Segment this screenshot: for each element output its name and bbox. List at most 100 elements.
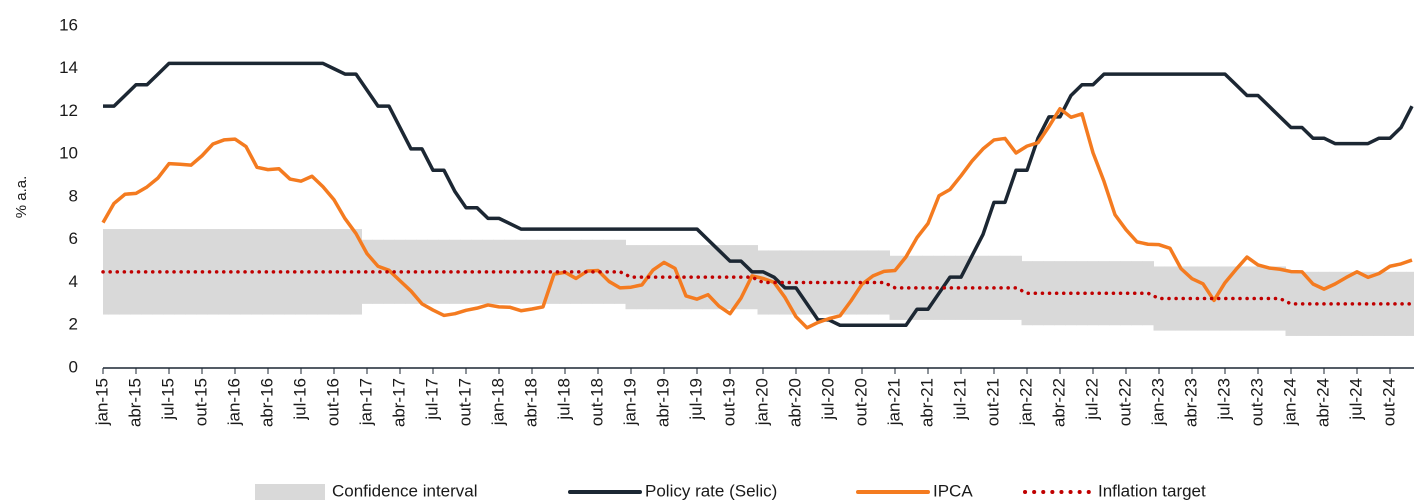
confidence-band [328,229,340,315]
confidence-band [207,229,219,315]
confidence-band [185,229,197,315]
x-tick-label: jan-23 [1148,378,1167,426]
x-tick-label: jan-21 [884,378,903,426]
x-tick-label: jul-15 [158,378,177,421]
series-line [103,61,1414,327]
confidence-band [1329,271,1341,336]
x-tick-label: abr-23 [1181,378,1200,427]
confidence-band [1186,266,1198,331]
confidence-band [103,229,109,315]
x-tick-label: out-19 [719,378,738,426]
confidence-band [724,245,736,310]
confidence-band [163,229,175,315]
confidence-band [262,229,274,315]
legend-swatch [255,484,325,500]
confidence-band [306,229,318,315]
x-tick-label: abr-18 [521,378,540,427]
confidence-band [977,255,989,320]
confidence-band [647,245,659,310]
confidence-band [130,229,142,315]
x-tick-label: jan-19 [620,378,639,426]
confidence-band [570,239,582,304]
x-tick-label: out-21 [983,378,1002,426]
x-tick-label: jul-16 [290,378,309,421]
x-tick-label: out-16 [323,378,342,426]
confidence-band [251,229,263,315]
confidence-band [933,255,945,320]
legend-label: Confidence interval [332,481,478,500]
y-tick-label: 10 [59,144,78,163]
x-tick-label: jan-17 [356,378,375,426]
x-tick-label: jul-21 [950,378,969,421]
confidence-band [845,250,857,315]
x-tick-label: abr-17 [389,378,408,427]
x-tick-label: out-15 [191,378,210,426]
y-tick-label: 2 [69,315,78,334]
x-tick-label: jan-20 [752,378,771,426]
confidence-band [1230,266,1242,331]
x-tick-label: out-24 [1379,378,1398,426]
confidence-band [922,255,934,320]
confidence-band [757,250,769,315]
x-tick-label: abr-24 [1313,378,1332,427]
confidence-band [1384,271,1396,336]
x-tick-label: jan-15 [92,378,111,426]
confidence-band [702,245,714,310]
confidence-band [1109,261,1121,326]
confidence-band [427,239,439,304]
x-tick-label: jan-16 [224,378,243,426]
x-tick-label: jan-22 [1016,378,1035,426]
x-tick-label: jul-17 [422,378,441,421]
confidence-band [900,255,912,320]
x-tick-label: abr-15 [125,378,144,427]
confidence-band [1131,261,1143,326]
confidence-band [284,229,296,315]
confidence-band [548,239,560,304]
confidence-band [1351,271,1363,336]
confidence-band [603,239,615,304]
legend-label: IPCA [933,481,973,500]
confidence-band [229,229,241,315]
confidence-band [1252,266,1264,331]
confidence-band [1274,266,1286,331]
confidence-band [471,239,483,304]
legend-label: Inflation target [1098,481,1206,500]
y-tick-label: 16 [59,15,78,34]
y-tick-label: 6 [69,229,78,248]
confidence-band [1076,261,1088,326]
confidence-band [625,245,637,310]
y-tick-label: 0 [69,357,78,376]
x-tick-label: jul-19 [686,378,705,421]
x-tick-label: out-20 [851,378,870,426]
x-tick-label: abr-21 [917,378,936,427]
x-tick-label: jul-23 [1214,378,1233,421]
y-tick-label: 14 [59,58,78,77]
confidence-band [449,239,461,304]
x-tick-label: jul-22 [1082,378,1101,421]
confidence-band [878,250,890,315]
confidence-band [108,229,120,315]
x-tick-label: jan-18 [488,378,507,426]
confidence-band [801,250,813,315]
x-tick-label: jan-24 [1280,378,1299,426]
x-tick-label: abr-22 [1049,378,1068,427]
confidence-band [526,239,538,304]
x-tick-label: jul-18 [554,378,573,421]
x-tick-label: out-18 [587,378,606,426]
confidence-band [350,229,362,315]
confidence-band [1285,271,1297,336]
legend-label: Policy rate (Selic) [645,481,777,500]
x-tick-label: abr-16 [257,378,276,427]
confidence-band [1153,266,1165,331]
x-tick-label: out-23 [1247,378,1266,426]
y-tick-label: 8 [69,186,78,205]
x-tick-label: abr-20 [785,378,804,427]
x-tick-label: jul-20 [818,378,837,421]
confidence-band [955,255,967,320]
y-tick-label: 4 [69,272,78,291]
x-tick-label: out-22 [1115,378,1134,426]
x-tick-label: abr-19 [653,378,672,427]
confidence-band [1175,266,1187,331]
y-axis-label: % a.a. [13,176,30,219]
